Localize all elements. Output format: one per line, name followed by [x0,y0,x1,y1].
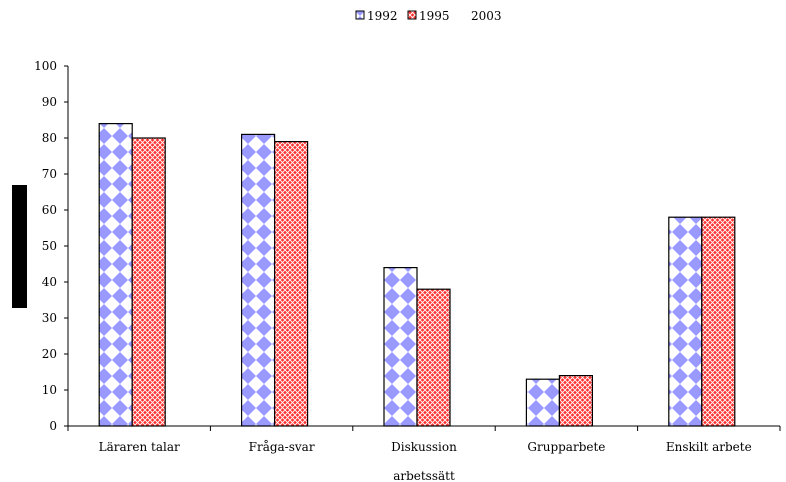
bar-1995-1 [274,141,309,427]
legend-label-1995: 1995 [419,9,450,23]
x-axis-title: arbetssätt [393,469,455,482]
category-label: Enskilt arbete [666,440,752,454]
y-tick-label: 40 [42,275,57,289]
bar-1995-4 [701,216,736,427]
bar-1995-2 [416,288,451,427]
y-tick-label: 70 [42,167,57,181]
y-tick-label: 30 [42,311,57,325]
y-tick-label: 10 [42,383,57,397]
y-tick-label: 60 [42,203,57,217]
legend-swatch-1995 [407,10,417,20]
y-tick-label: 20 [42,347,57,361]
legend-swatch-1992 [355,10,365,20]
bar-1992-0 [98,122,133,427]
y-tick-label: 90 [42,95,57,109]
bar-1992-1 [241,133,276,427]
category-label: Fråga-svar [249,439,315,454]
bar-1995-0 [131,137,166,427]
bars [98,122,736,427]
bar-1992-4 [668,216,703,427]
y-tick-label: 0 [49,419,57,433]
bar-1992-2 [383,267,418,427]
legend: 1992 1995 2003 [355,9,502,23]
category-label: Läraren talar [99,440,180,454]
category-labels: Läraren talar Fråga-svar Diskussion Gruppar… [99,439,752,454]
legend-label-1992: 1992 [367,9,398,23]
x-ticks [67,426,781,431]
y-tick-label: 100 [34,59,57,73]
y-tick-label: 80 [42,131,57,145]
y-ticks: 0 10 20 30 40 50 60 70 80 90 100 [34,59,68,433]
y-tick-label: 50 [42,239,57,253]
legend-label-2003: 2003 [471,9,502,23]
bar-1995-3 [558,375,594,427]
y-axis-title-block [12,185,27,308]
category-label: Grupparbete [527,440,605,454]
category-label: Diskussion [391,440,457,454]
bar-1992-3 [525,378,561,427]
